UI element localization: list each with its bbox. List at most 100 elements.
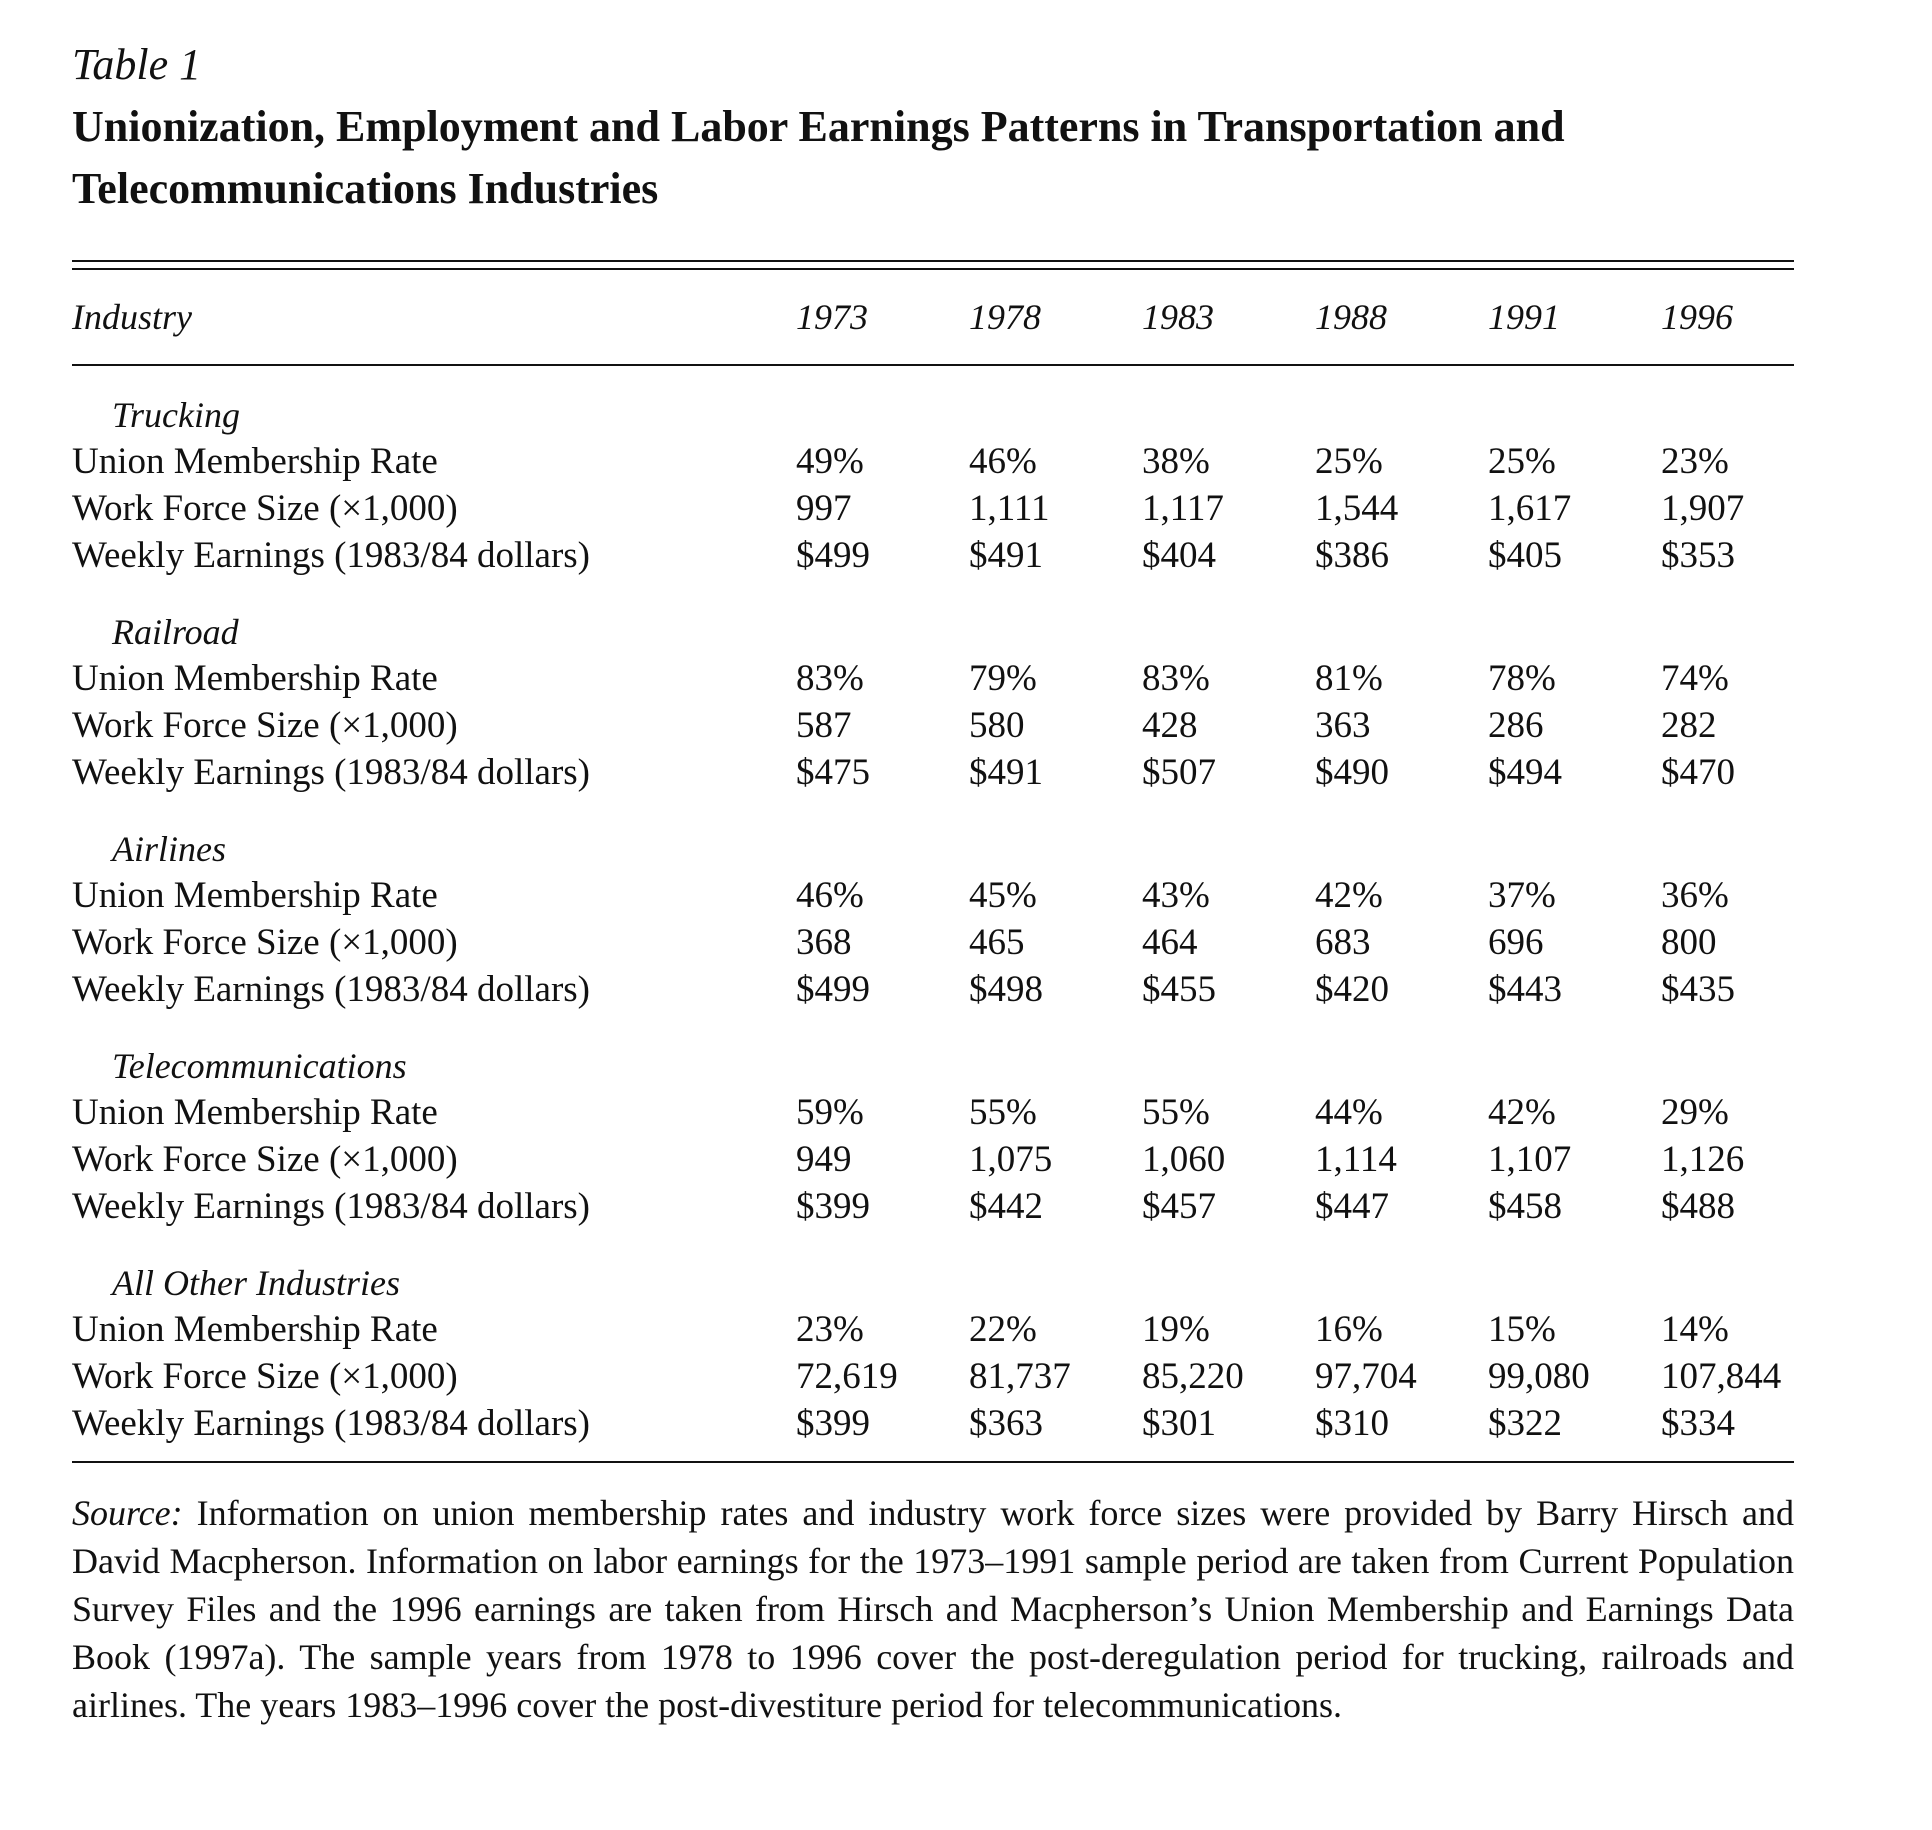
table-cell: $455 <box>1142 969 1216 1010</box>
table-cell: 72,619 <box>796 1356 898 1397</box>
table-cell: $491 <box>969 535 1043 576</box>
table-label: Table 1 <box>72 40 202 89</box>
table-cell: $475 <box>796 752 870 793</box>
table-cell: 97,704 <box>1315 1356 1417 1397</box>
header-year: 1996 <box>1661 297 1733 337</box>
table-cell: 1,907 <box>1661 488 1745 529</box>
table-cell: $442 <box>969 1186 1043 1227</box>
table-cell: $363 <box>969 1403 1043 1444</box>
table-row: Work Force Size (×1,000) 587 580 428 363 286 2… <box>72 702 1794 749</box>
header-industry: Industry <box>72 297 192 337</box>
table-cell: 79% <box>969 658 1037 699</box>
table-header-row: Industry 1973 1978 1983 1988 1991 1996 <box>72 270 1794 366</box>
section-title: Railroad <box>112 612 239 652</box>
table-row: Union Membership Rate 83% 79% 83% 81% 78% 74% <box>72 655 1794 702</box>
table-cell: 46% <box>796 875 864 916</box>
table-row: Union Membership Rate 49% 46% 38% 25% 25% 23% <box>72 438 1794 485</box>
table-cell: 45% <box>969 875 1037 916</box>
table-cell: $399 <box>796 1403 870 1444</box>
row-label: Work Force Size (×1,000) <box>72 488 458 529</box>
source-lead: Source: <box>72 1493 183 1533</box>
table-cell: 282 <box>1661 705 1717 746</box>
table-cell: $507 <box>1142 752 1216 793</box>
top-double-rule <box>72 260 1794 270</box>
table-row: Weekly Earnings (1983/84 dollars) $499 $49… <box>72 532 1794 579</box>
table-cell: 1,544 <box>1315 488 1399 529</box>
table-cell: 49% <box>796 441 864 482</box>
header-year: 1983 <box>1142 297 1214 337</box>
table-cell: $334 <box>1661 1403 1735 1444</box>
table-cell: 428 <box>1142 705 1198 746</box>
table-cell: 59% <box>796 1092 864 1133</box>
section-title: Telecommunications <box>112 1046 407 1086</box>
table-cell: 949 <box>796 1139 852 1180</box>
table-body: Trucking Union Membership Rate 49% 46% 38% 25… <box>72 366 1794 1463</box>
table-cell: 1,114 <box>1315 1139 1397 1180</box>
table-cell: 55% <box>1142 1092 1210 1133</box>
table-row: Weekly Earnings (1983/84 dollars) $499 $49… <box>72 966 1794 1013</box>
table-cell: 465 <box>969 922 1025 963</box>
table-row: Work Force Size (×1,000) 72,619 81,737 85,2… <box>72 1353 1794 1400</box>
table-cell: 78% <box>1488 658 1556 699</box>
table-section: Telecommunications Union Membership Rate 5… <box>72 1043 1794 1230</box>
table-cell: $490 <box>1315 752 1389 793</box>
table-cell: 1,107 <box>1488 1139 1572 1180</box>
table-section: Railroad Union Membership Rate 83% 79% 83% 81… <box>72 609 1794 796</box>
table-cell: 42% <box>1488 1092 1556 1133</box>
table-cell: $491 <box>969 752 1043 793</box>
row-label: Weekly Earnings (1983/84 dollars) <box>72 535 590 576</box>
section-title: Trucking <box>112 395 241 435</box>
table-cell: 29% <box>1661 1092 1729 1133</box>
section-title: All Other Industries <box>112 1263 400 1303</box>
table-cell: $470 <box>1661 752 1735 793</box>
row-label: Weekly Earnings (1983/84 dollars) <box>72 752 590 793</box>
table-cell: 25% <box>1488 441 1556 482</box>
table-cell: 99,080 <box>1488 1356 1590 1397</box>
table-cell: 23% <box>1661 441 1729 482</box>
table-cell: 1,126 <box>1661 1139 1745 1180</box>
section-title: Airlines <box>112 829 226 869</box>
table-cell: 1,060 <box>1142 1139 1226 1180</box>
table-row: Weekly Earnings (1983/84 dollars) $399 $36… <box>72 1400 1794 1447</box>
table-cell: 19% <box>1142 1309 1210 1350</box>
table-cell: $399 <box>796 1186 870 1227</box>
table-cell: 1,617 <box>1488 488 1572 529</box>
table-cell: $488 <box>1661 1186 1735 1227</box>
table-cell: 1,117 <box>1142 488 1224 529</box>
table-cell: 16% <box>1315 1309 1383 1350</box>
row-label: Union Membership Rate <box>72 658 438 699</box>
table-cell: $435 <box>1661 969 1735 1010</box>
table-cell: 81,737 <box>969 1356 1071 1397</box>
table-cell: $443 <box>1488 969 1562 1010</box>
table-row: Weekly Earnings (1983/84 dollars) $475 $49… <box>72 749 1794 796</box>
row-label: Work Force Size (×1,000) <box>72 922 458 963</box>
table-cell: $405 <box>1488 535 1562 576</box>
row-label: Union Membership Rate <box>72 1309 438 1350</box>
table-cell: 55% <box>969 1092 1037 1133</box>
table-cell: 1,075 <box>969 1139 1053 1180</box>
table-row: Union Membership Rate 23% 22% 19% 16% 15% 14% <box>72 1306 1794 1353</box>
table-cell: 15% <box>1488 1309 1556 1350</box>
header-year: 1988 <box>1315 297 1387 337</box>
table-section: Trucking Union Membership Rate 49% 46% 38% 25… <box>72 392 1794 579</box>
row-label: Weekly Earnings (1983/84 dollars) <box>72 1186 590 1227</box>
table-cell: $498 <box>969 969 1043 1010</box>
table-cell: 85,220 <box>1142 1356 1244 1397</box>
row-label: Weekly Earnings (1983/84 dollars) <box>72 1403 590 1444</box>
table-cell: 81% <box>1315 658 1383 699</box>
table-row: Union Membership Rate 46% 45% 43% 42% 37% 36% <box>72 872 1794 919</box>
row-label: Union Membership Rate <box>72 441 438 482</box>
table-cell: 22% <box>969 1309 1037 1350</box>
table-cell: 696 <box>1488 922 1544 963</box>
table-cell: 74% <box>1661 658 1729 699</box>
table-cell: 36% <box>1661 875 1729 916</box>
table-cell: 683 <box>1315 922 1371 963</box>
table-cell: 42% <box>1315 875 1383 916</box>
table-cell: $499 <box>796 535 870 576</box>
table-cell: 800 <box>1661 922 1717 963</box>
table-cell: $420 <box>1315 969 1389 1010</box>
table-row: Work Force Size (×1,000) 368 465 464 683 696 8… <box>72 919 1794 966</box>
table-cell: $353 <box>1661 535 1735 576</box>
table-cell: 587 <box>796 705 852 746</box>
table-cell: 46% <box>969 441 1037 482</box>
